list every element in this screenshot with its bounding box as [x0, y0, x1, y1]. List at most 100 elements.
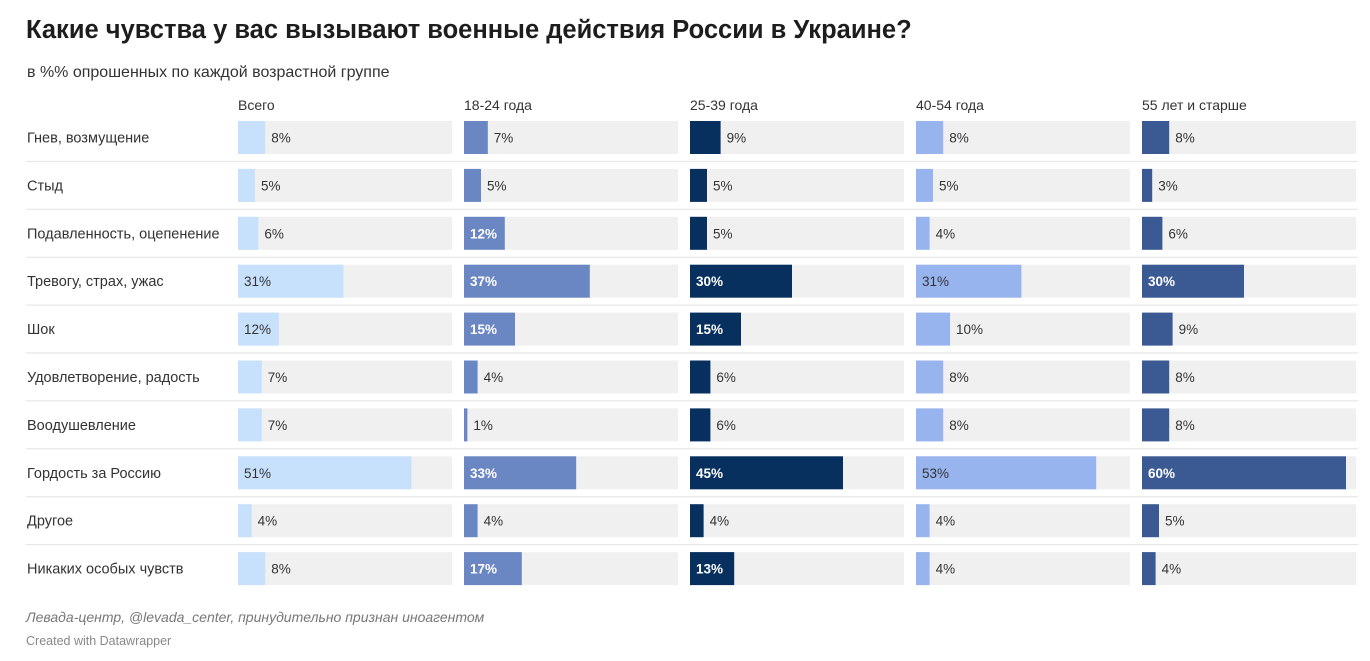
- column-header: 18-24 года: [464, 97, 532, 113]
- value-label: 60%: [1148, 466, 1175, 481]
- bar: [238, 408, 262, 442]
- bar: [916, 552, 930, 586]
- bar: [238, 456, 412, 490]
- bar-track: [464, 121, 678, 154]
- row-label: Никаких особых чувств: [27, 562, 184, 578]
- value-label: 5%: [487, 178, 507, 193]
- bar-track: [690, 504, 904, 538]
- value-label: 4%: [1162, 562, 1182, 577]
- column-header: 25-39 года: [690, 97, 758, 113]
- value-label: 31%: [244, 274, 271, 289]
- bar: [690, 504, 704, 538]
- bar-track: [690, 408, 904, 442]
- chart-subtitle: в %% опрошенных по каждой возрастной гру…: [27, 64, 390, 81]
- grouped-bar-chart: Всего 18-24 года 25-39 года 40-54 года 55 ле…: [26, 97, 1358, 586]
- value-label: 17%: [470, 562, 497, 577]
- bar: [690, 552, 735, 586]
- value-label: 30%: [696, 274, 723, 289]
- value-label: 8%: [1175, 418, 1195, 433]
- bar: [1142, 408, 1170, 442]
- value-label: 4%: [484, 514, 504, 529]
- bar: [690, 168, 707, 202]
- value-label: 4%: [936, 514, 956, 529]
- bar-track: [238, 168, 452, 202]
- bar: [238, 264, 344, 298]
- bar: [464, 121, 488, 154]
- bar-track: [238, 216, 452, 250]
- bar-track: [464, 504, 678, 538]
- bar-track: [690, 216, 904, 250]
- value-label: 6%: [716, 418, 736, 433]
- row-label: Шок: [27, 322, 55, 338]
- row-label: Тревогу, страх, ужас: [27, 274, 164, 290]
- bar: [916, 408, 944, 442]
- bar: [1142, 456, 1346, 490]
- value-label: 45%: [696, 466, 723, 481]
- bar-track: [238, 360, 452, 394]
- bar: [916, 121, 944, 154]
- bar-track: [916, 360, 1130, 394]
- bar: [690, 408, 711, 442]
- value-label: 8%: [949, 370, 969, 385]
- value-label: 6%: [716, 370, 736, 385]
- bar-track: [690, 168, 904, 202]
- bar-track: [916, 312, 1130, 346]
- value-label: 10%: [956, 322, 983, 337]
- bar-track: [238, 504, 452, 538]
- row-label: Воодушевление: [27, 418, 136, 434]
- value-label: 8%: [949, 418, 969, 433]
- credit-link[interactable]: Created with Datawrapper: [26, 634, 172, 648]
- bar: [916, 312, 950, 346]
- bar: [238, 216, 259, 250]
- value-label: 12%: [244, 322, 271, 337]
- bar: [464, 456, 577, 490]
- bar-track: [238, 552, 452, 586]
- bar-track: [464, 360, 678, 394]
- value-label: 31%: [922, 274, 949, 289]
- bar-track: [916, 168, 1130, 202]
- bar-track: [1142, 408, 1356, 442]
- bar-track: [1142, 552, 1356, 586]
- bar: [916, 168, 933, 202]
- bar: [238, 360, 262, 394]
- bar: [1142, 264, 1244, 298]
- bar: [238, 168, 255, 202]
- source-note: Левада-центр, @levada_center, принудител…: [26, 609, 485, 625]
- column-header: 40-54 года: [916, 97, 984, 113]
- column-header: Всего: [238, 97, 275, 113]
- value-label: 5%: [713, 226, 733, 241]
- bar-track: [1142, 168, 1356, 202]
- value-label: 8%: [1175, 131, 1195, 146]
- value-label: 30%: [1148, 274, 1175, 289]
- value-label: 1%: [473, 418, 493, 433]
- bar-track: [690, 121, 904, 154]
- bar: [464, 168, 481, 202]
- bar: [690, 121, 721, 154]
- value-label: 33%: [470, 466, 497, 481]
- row-label: Гнев, возмущение: [27, 131, 149, 147]
- bar: [464, 504, 478, 538]
- row-label: Гордость за Россию: [27, 466, 161, 482]
- bar-track: [916, 552, 1130, 586]
- value-label: 6%: [1168, 226, 1188, 241]
- bar-track: [238, 408, 452, 442]
- bar: [916, 216, 930, 250]
- value-label: 3%: [1158, 178, 1178, 193]
- bar-track: [1142, 121, 1356, 154]
- bar: [1142, 360, 1170, 394]
- value-label: 4%: [258, 514, 278, 529]
- value-label: 5%: [1165, 514, 1185, 529]
- bar: [916, 504, 930, 538]
- bar: [464, 216, 505, 250]
- value-label: 8%: [1175, 370, 1195, 385]
- bar-track: [464, 408, 678, 442]
- bar-track: [916, 408, 1130, 442]
- value-label: 7%: [268, 418, 288, 433]
- value-label: 5%: [261, 178, 281, 193]
- row-label: Удовлетворение, радость: [27, 370, 200, 386]
- bar: [238, 552, 266, 586]
- bar: [916, 456, 1097, 490]
- column-header: 55 лет и старше: [1142, 97, 1247, 113]
- value-label: 8%: [271, 131, 291, 146]
- value-label: 5%: [713, 178, 733, 193]
